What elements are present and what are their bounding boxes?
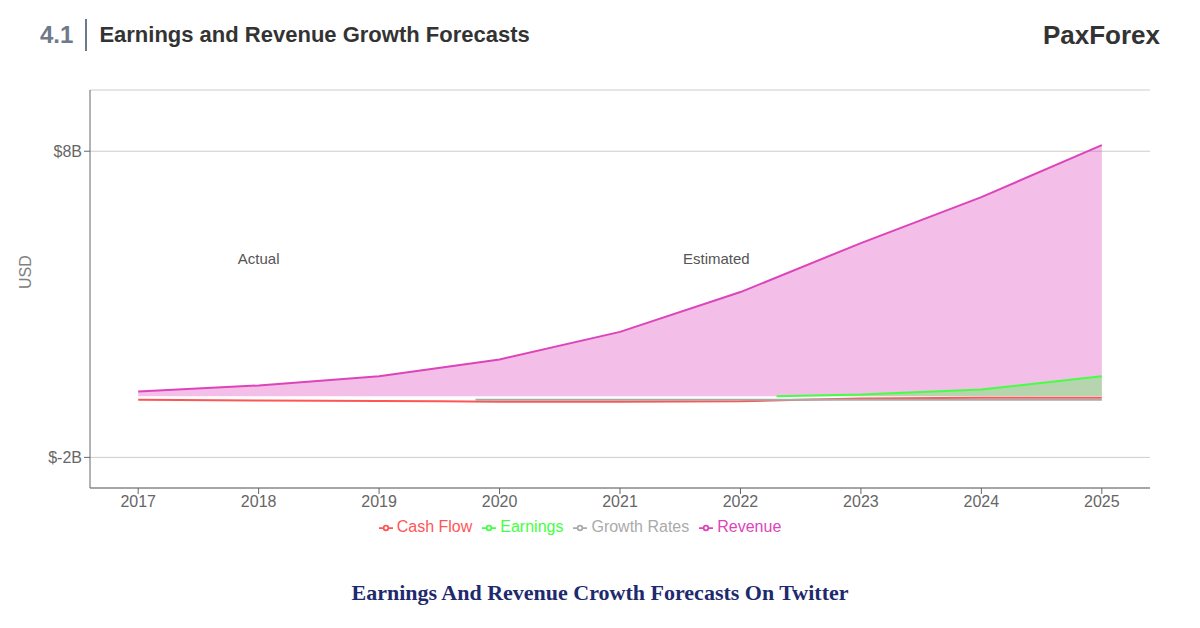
svg-text:2020: 2020	[482, 493, 518, 510]
html-text:Earnings: Earnings	[500, 518, 564, 535]
html-text:Revenue: Revenue	[717, 518, 782, 535]
html-text:Earnings and Revenue Growth Fo: Earnings and Revenue Growth Forecasts	[99, 22, 530, 47]
html-text:Cash Flow: Cash Flow	[396, 518, 473, 535]
svg-text:2022: 2022	[723, 493, 759, 510]
svg-text:2021: 2021	[602, 493, 638, 510]
svg-text:2023: 2023	[843, 493, 879, 510]
html-text:4.1: 4.1	[40, 21, 74, 48]
svg-text:2019: 2019	[361, 493, 397, 510]
svg-text:2017: 2017	[120, 493, 156, 510]
html-text:Growth Rates: Growth Rates	[591, 518, 690, 535]
html-text:PaxForex: PaxForex	[1042, 19, 1160, 50]
svg-text:2024: 2024	[964, 493, 1000, 510]
svg-text:2018: 2018	[241, 493, 277, 510]
svg-text:$8B: $8B	[54, 143, 82, 160]
svg-text:Actual: Actual	[238, 250, 280, 267]
svg-text:Estimated: Estimated	[683, 250, 750, 267]
svg-text:$-2B: $-2B	[48, 449, 82, 466]
svg-text:2025: 2025	[1084, 493, 1120, 510]
svg-text:USD: USD	[17, 255, 34, 289]
html-text:Earnings And Revenue Crowth Fo: Earnings And Revenue Crowth Forecasts On…	[351, 580, 849, 605]
